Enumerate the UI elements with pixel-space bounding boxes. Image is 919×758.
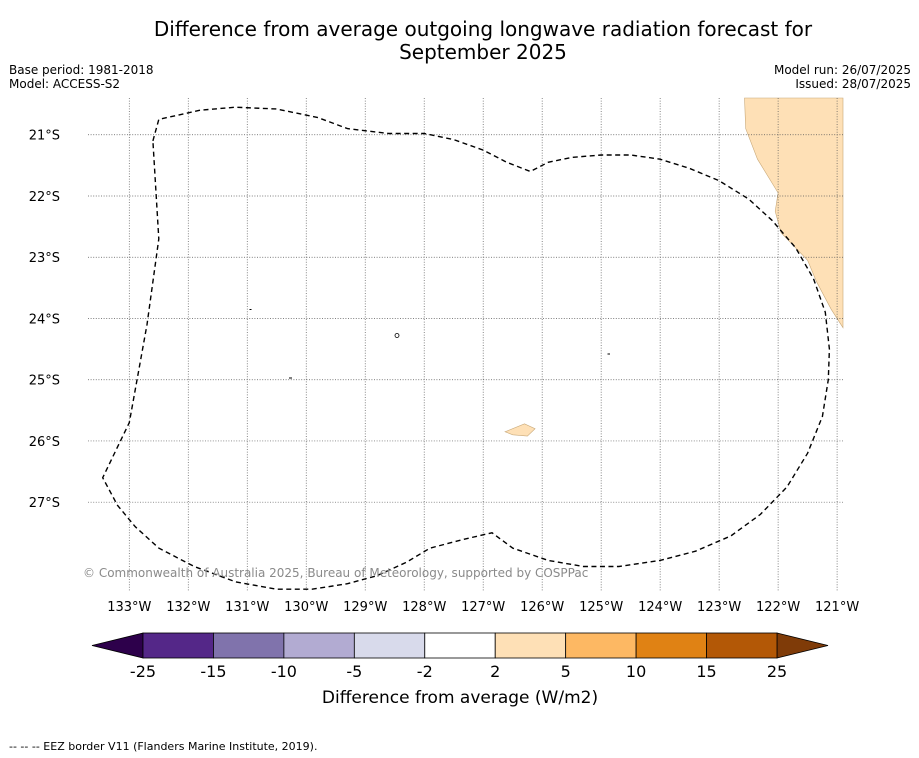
small-features: [249, 309, 610, 379]
latitude-label: 21°S: [29, 129, 60, 144]
colorbar-tick-label: -10: [271, 662, 297, 681]
longitude-label: 133°W: [107, 600, 151, 615]
longitude-label: 121°W: [815, 600, 859, 615]
colorbar-segment: [706, 632, 778, 659]
model-run-info: Model run: 26/07/2025 Issued: 28/07/2025: [774, 63, 911, 91]
anomaly-patch: [744, 97, 844, 329]
latitude-label: 24°S: [29, 312, 60, 327]
copyright-notice: © Commonwealth of Australia 2025, Bureau…: [83, 566, 588, 580]
longitude-label: 132°W: [166, 600, 210, 615]
colorbar-segment: [213, 632, 285, 659]
longitude-label: 129°W: [343, 600, 387, 615]
colorbar-title: Difference from average (W/m2): [322, 688, 598, 708]
anomaly-patches: [504, 97, 844, 437]
colorbar: -25 -15 -10 -5 -2 2 5 10 15 25 Difference from av…: [91, 632, 829, 708]
longitude-label: 123°W: [697, 600, 741, 615]
colorbar-tick-label: -15: [200, 662, 226, 681]
map-title: Difference from average outgoing longwav…: [0, 18, 919, 64]
colorbar-segments: [91, 632, 829, 659]
colorbar-segment: [494, 632, 567, 659]
base-period-info: Base period: 1981-2018 Model: ACCESS-S2: [9, 63, 154, 91]
graticule: [88, 98, 843, 591]
longitude-label: 127°W: [461, 600, 505, 615]
colorbar-tick-label: -2: [417, 662, 433, 681]
colorbar-tick-label: -25: [130, 662, 156, 681]
colorbar-segment: [283, 632, 355, 659]
longitude-label: 124°W: [638, 600, 682, 615]
colorbar-tick-label: 10: [626, 662, 646, 681]
eez-border-line: [101, 106, 831, 590]
colorbar-segment: [353, 632, 426, 659]
map-panel: 21°S22°S23°S24°S25°S26°S27°S 133°W 132°W 1…: [29, 97, 859, 615]
colorbar-tick-label: -5: [346, 662, 362, 681]
colorbar-tick-label: 5: [561, 662, 571, 681]
longitude-label: 130°W: [284, 600, 328, 615]
anomaly-patch: [504, 423, 536, 437]
issued-text: Issued: 28/07/2025: [795, 77, 911, 91]
colorbar-segment: [424, 632, 496, 659]
longitude-label: 128°W: [402, 600, 446, 615]
longitude-labels: 133°W 132°W 131°W 130°W 129°W 128°W 127°W 126°W…: [107, 600, 859, 615]
eez-border-credit: -- -- -- EEZ border V11 (Flanders Marine…: [9, 740, 318, 753]
base-period-text: Base period: 1981-2018: [9, 63, 154, 77]
colorbar-extension-low: [91, 632, 144, 659]
latitude-label: 27°S: [29, 496, 60, 511]
colorbar-tick-label: 2: [490, 662, 500, 681]
colorbar-segment: [635, 632, 707, 659]
longitude-label: 125°W: [579, 600, 623, 615]
colorbar-tick-label: 15: [696, 662, 716, 681]
latitude-label: 22°S: [29, 190, 60, 205]
longitude-label: 122°W: [756, 600, 800, 615]
colorbar-segment: [142, 632, 214, 659]
title-line-1: Difference from average outgoing longwav…: [153, 17, 813, 41]
model-text: Model: ACCESS-S2: [9, 77, 121, 91]
title-line-2: September 2025: [399, 40, 567, 64]
latitude-label: 23°S: [29, 251, 60, 266]
colorbar-tick-label: 25: [767, 662, 787, 681]
model-run-text: Model run: 26/07/2025: [773, 63, 911, 77]
longitude-label: 131°W: [225, 600, 269, 615]
longitude-label: 126°W: [520, 600, 564, 615]
colorbar-tick-labels: -25 -15 -10 -5 -2 2 5 10 15 25: [130, 662, 787, 681]
colorbar-extension-high: [776, 632, 829, 659]
latitude-label: 25°S: [29, 374, 60, 389]
latitude-labels: 21°S 22°S 23°S 24°S 25°S 26°S 27°S: [29, 129, 60, 511]
speck-mark: [394, 333, 400, 338]
latitude-label: 26°S: [29, 435, 60, 450]
colorbar-segment: [565, 632, 637, 659]
